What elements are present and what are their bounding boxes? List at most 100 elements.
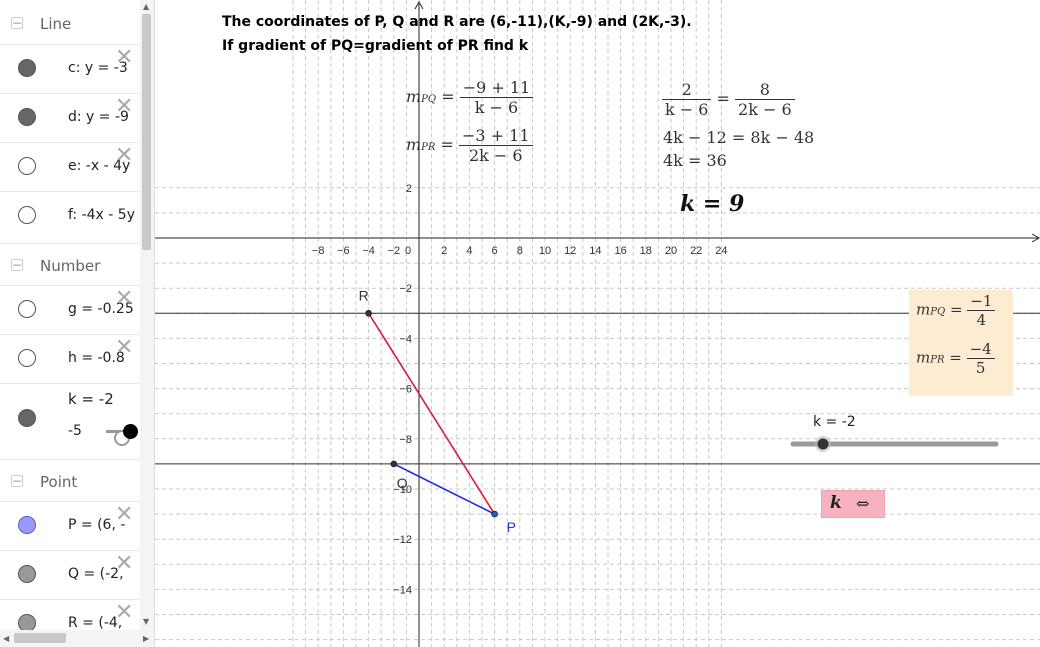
algebra-slider-handle[interactable]	[123, 424, 138, 439]
visibility-toggle[interactable]	[18, 59, 36, 77]
k-button-label: k	[830, 493, 842, 513]
x-tick-label: 22	[690, 245, 702, 257]
algebra-expression[interactable]: h = -0.8	[68, 350, 125, 366]
delete-icon[interactable]: ✕	[115, 600, 134, 625]
x-tick-label: 14	[589, 245, 601, 257]
algebra-row-r[interactable]: R = (-4, ✕	[0, 599, 140, 647]
algebra-row-e[interactable]: e: -x - 4y ✕	[0, 142, 140, 192]
point-label-P: P	[507, 519, 516, 535]
point-R[interactable]	[365, 309, 372, 317]
gradient-info-box: mPQ = −1 4 mPR = −4 5	[909, 290, 1013, 396]
delete-icon[interactable]: ✕	[115, 45, 134, 70]
slider-handle[interactable]	[817, 438, 829, 450]
x-tick-label: 16	[614, 245, 626, 257]
algebra-row-f[interactable]: f: -4x - 5y	[0, 191, 140, 241]
point-label-R: R	[359, 287, 369, 303]
algebra-expression[interactable]: e: -x - 4y	[68, 158, 131, 174]
algebra-row-c[interactable]: c: y = -3 ✕	[0, 44, 140, 94]
collapse-icon[interactable]: −	[11, 474, 23, 488]
y-tick-label: 2	[406, 183, 412, 195]
x-tick-label: 20	[665, 245, 677, 257]
visibility-toggle[interactable]	[18, 108, 36, 126]
group-label: Number	[40, 257, 101, 275]
group-header-number[interactable]: − Number	[0, 243, 140, 288]
x-tick-label: 8	[517, 245, 523, 257]
y-tick-label: −10	[393, 484, 412, 496]
delete-icon[interactable]: ✕	[115, 335, 134, 360]
horizontal-scroll-thumb[interactable]	[14, 633, 66, 643]
x-tick-label: −4	[362, 245, 375, 257]
algebra-expression[interactable]: R = (-4,	[68, 615, 123, 631]
slider-min-label: -5	[68, 423, 82, 439]
delete-icon[interactable]: ✕	[115, 502, 134, 527]
point-P[interactable]	[491, 510, 498, 518]
swap-arrows-icon: ⇔	[856, 494, 870, 513]
x-tick-label: −8	[312, 245, 325, 257]
algebra-row-g[interactable]: g = -0.25 ✕	[0, 285, 140, 335]
group-header-point[interactable]: − Point	[0, 459, 140, 504]
collapse-icon[interactable]: −	[11, 16, 23, 30]
scroll-up-icon[interactable]: ▲	[143, 2, 150, 11]
algebra-expression[interactable]: d: y = -9	[68, 109, 129, 125]
algebra-row-h[interactable]: h = -0.8 ✕	[0, 334, 140, 384]
scroll-left-icon[interactable]: ◀	[3, 634, 10, 643]
segment-PR[interactable]	[367, 312, 496, 515]
y-tick-label: −4	[399, 333, 412, 345]
algebra-row-q[interactable]: Q = (-2, ✕	[0, 550, 140, 600]
x-tick-label: 24	[715, 245, 727, 257]
visibility-toggle[interactable]	[18, 409, 36, 427]
slider-k-label: k = -2	[813, 414, 856, 430]
visibility-toggle[interactable]	[18, 349, 36, 367]
visibility-toggle[interactable]	[18, 206, 36, 224]
x-tick-label: −2	[388, 245, 401, 257]
scroll-right-icon[interactable]: ▶	[143, 634, 150, 643]
algebra-expression[interactable]: Q = (-2,	[68, 566, 124, 582]
point-label-Q: Q	[397, 475, 408, 491]
x-tick-label: 6	[492, 245, 498, 257]
algebra-row-k[interactable]: k = -2 -5	[0, 383, 140, 459]
mpq-expression: mPQ = −9 + 11 k − 6	[406, 78, 534, 117]
algebra-expression[interactable]: f: -4x - 5y	[68, 207, 135, 223]
visibility-toggle[interactable]	[18, 565, 36, 583]
algebra-expression[interactable]: k = -2	[68, 390, 114, 408]
scroll-down-icon[interactable]: ▼	[143, 617, 150, 626]
delete-icon[interactable]: ✕	[115, 286, 134, 311]
collapse-icon[interactable]: −	[11, 258, 23, 272]
x-tick-label: 0	[405, 245, 411, 257]
mpr-expression: mPR = −3 + 11 2k − 6	[406, 126, 533, 165]
algebra-row-p[interactable]: P = (6, - ✕	[0, 501, 140, 551]
y-tick-label: −8	[399, 434, 412, 446]
problem-line-2: If gradient of PQ=gradient of PR find k	[222, 38, 529, 54]
visibility-toggle[interactable]	[18, 300, 36, 318]
visibility-toggle[interactable]	[18, 157, 36, 175]
problem-line-1: The coordinates of P, Q and R are (6,-11…	[222, 14, 692, 30]
vertical-scroll-thumb[interactable]	[142, 14, 151, 250]
delete-icon[interactable]: ✕	[115, 551, 134, 576]
delete-icon[interactable]: ✕	[115, 94, 134, 119]
algebra-view: − Line c: y = -3 ✕ d: y = -9 ✕ e: -x - 4…	[0, 0, 155, 647]
graphics-view[interactable]: −8 −6 −4 −2 0 2 4 6 8 10 12 14 16 18 20 22 242−2−4−6−8−1…	[155, 0, 1040, 647]
visibility-toggle[interactable]	[18, 516, 36, 534]
info-mpr: mPR = −4 5	[916, 340, 995, 377]
answer: k = 9	[680, 191, 745, 217]
algebra-expression[interactable]: c: y = -3	[68, 60, 128, 76]
algebra-expression[interactable]: g = -0.25	[68, 301, 134, 317]
point-Q[interactable]	[390, 460, 398, 468]
segment-PQ[interactable]	[393, 463, 495, 515]
group-header-line[interactable]: − Line	[0, 2, 140, 46]
algebra-expression[interactable]: P = (6, -	[68, 517, 126, 533]
info-mpq: mPQ = −1 4	[916, 292, 996, 329]
x-tick-label: 12	[564, 245, 576, 257]
x-tick-label: 4	[466, 245, 472, 257]
algebra-row-d[interactable]: d: y = -9 ✕	[0, 93, 140, 143]
x-tick-label: 18	[640, 245, 652, 257]
x-tick-label: 2	[441, 245, 447, 257]
x-tick-label: −6	[337, 245, 350, 257]
x-axis-arrow	[1031, 233, 1040, 243]
x-tick-label: 10	[539, 245, 551, 257]
k-toggle-button[interactable]: k ⇔	[821, 490, 885, 518]
y-tick-label: −12	[393, 534, 412, 546]
equation-step-3: 4k = 36	[663, 151, 727, 170]
delete-icon[interactable]: ✕	[115, 143, 134, 168]
